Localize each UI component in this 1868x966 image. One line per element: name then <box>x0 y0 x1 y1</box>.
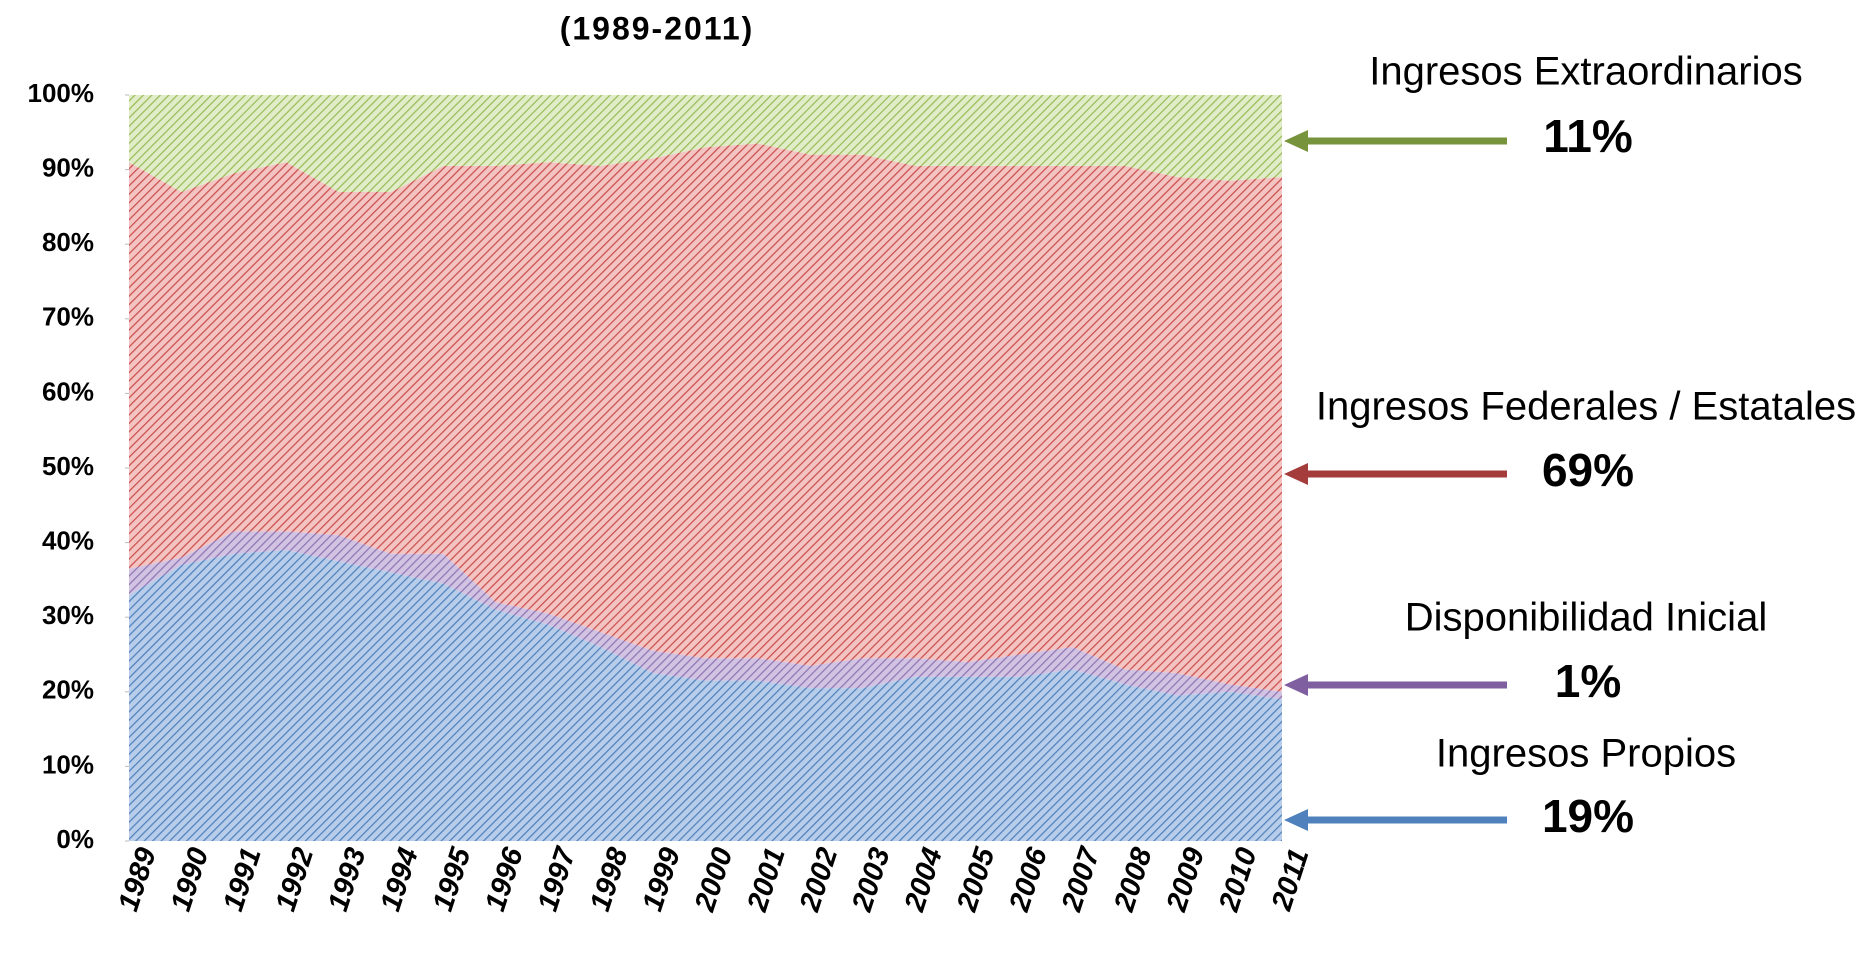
end-value-label: 19% <box>1542 790 1634 842</box>
y-tick-label: 50% <box>42 451 94 481</box>
x-tick-label: 2003 <box>846 844 897 916</box>
x-tick-label: 2007 <box>1056 842 1107 916</box>
y-tick-label: 70% <box>42 302 94 332</box>
x-tick-label: 2004 <box>898 844 949 916</box>
x-tick-label: 2001 <box>741 844 792 916</box>
x-tick-label: 2006 <box>1003 843 1054 916</box>
y-tick-label: 60% <box>42 376 94 406</box>
area <box>129 531 1282 700</box>
x-tick-label: 1998 <box>584 843 635 915</box>
x-tick-label: 1989 <box>113 844 163 915</box>
x-tick-label: 2005 <box>951 843 1002 916</box>
x-tick-label: 1997 <box>532 842 583 915</box>
end-value-label: 69% <box>1542 444 1634 496</box>
x-tick-label: 2011 <box>1266 845 1316 915</box>
area <box>129 550 1282 841</box>
legend-label: Ingresos Federales / Estatales <box>1316 385 1856 429</box>
x-tick-label: 2009 <box>1160 844 1211 916</box>
area <box>129 95 1282 192</box>
legend-label: Disponibilidad Inicial <box>1405 596 1767 640</box>
y-tick-label: 90% <box>42 152 94 182</box>
x-tick-label: 1990 <box>165 844 215 915</box>
chart-title: (1989-2011) <box>560 10 755 46</box>
end-value-label: 1% <box>1555 655 1621 707</box>
y-tick-label: 30% <box>42 600 94 630</box>
x-tick-label: 1994 <box>375 844 425 915</box>
y-tick-label: 40% <box>42 525 94 555</box>
end-value-label: 11% <box>1543 110 1633 162</box>
arrow-head <box>1284 674 1308 696</box>
legend-label: Ingresos Extraordinarios <box>1369 50 1803 94</box>
x-tick-label: 1992 <box>270 844 320 915</box>
x-tick-label: 1995 <box>427 843 478 915</box>
x-tick-label: 1993 <box>322 844 372 915</box>
x-tick-label: 2010 <box>1213 844 1264 916</box>
arrow-head <box>1284 130 1308 152</box>
y-tick-label: 0% <box>56 824 94 854</box>
x-tick-label: 2000 <box>689 844 740 916</box>
arrow-head <box>1284 463 1308 485</box>
x-tick-label: 2008 <box>1108 843 1159 916</box>
y-tick-label: 80% <box>42 227 94 257</box>
area <box>129 143 1282 692</box>
x-tick-label: 2002 <box>794 844 845 916</box>
legend-label: Ingresos Propios <box>1436 732 1736 776</box>
arrow-head <box>1284 809 1308 831</box>
y-tick-label: 20% <box>42 675 94 705</box>
x-tick-label: 1996 <box>479 843 530 915</box>
y-tick-label: 100% <box>28 78 95 108</box>
x-tick-label: 1991 <box>217 844 267 915</box>
x-tick-label: 1999 <box>637 844 687 915</box>
y-tick-label: 10% <box>42 749 94 779</box>
